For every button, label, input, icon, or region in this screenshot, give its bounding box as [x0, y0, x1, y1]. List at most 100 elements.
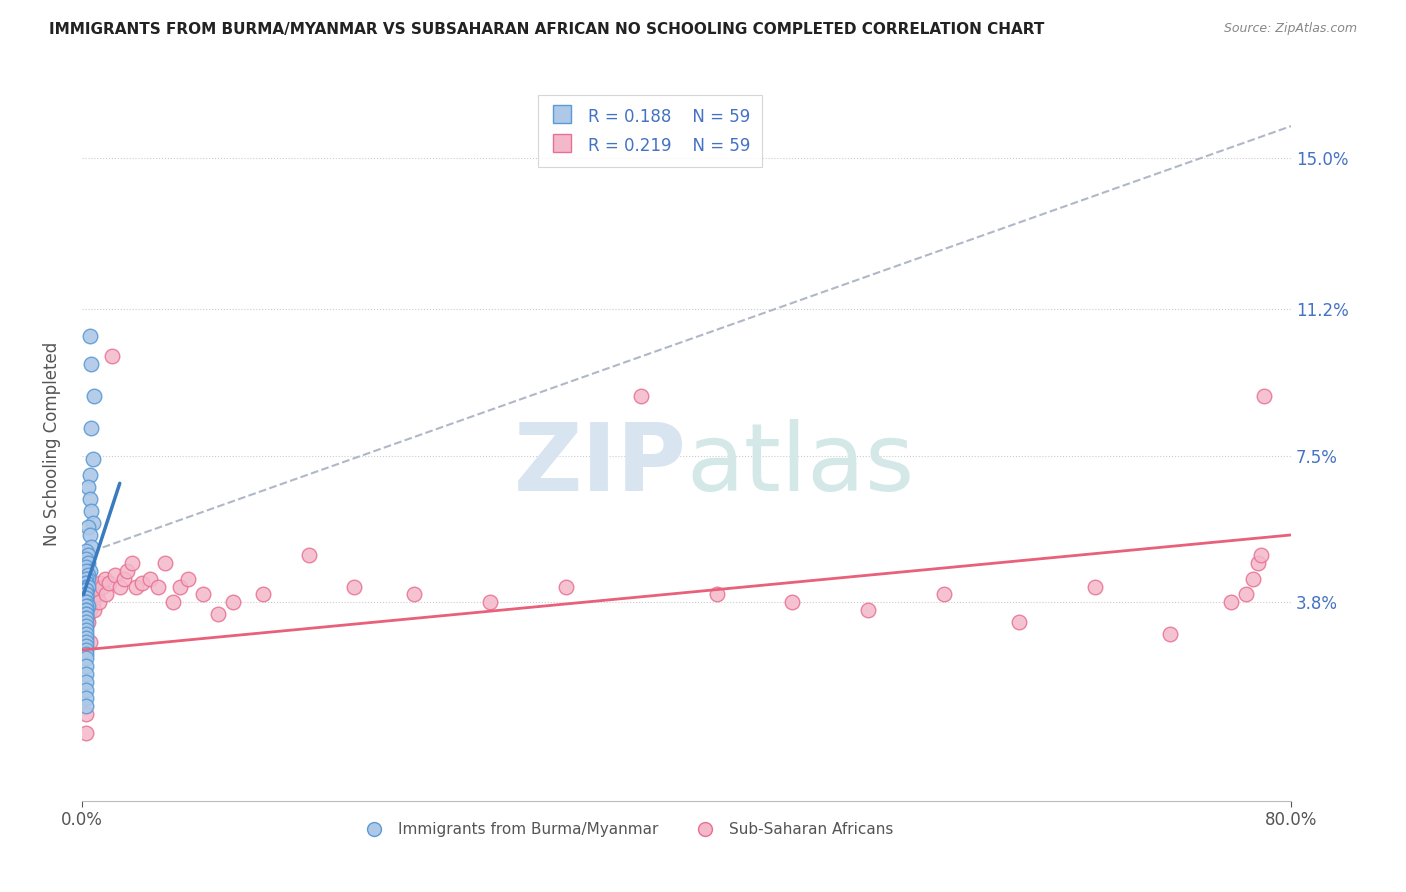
Point [76, 559, 98, 574]
Point [706, 587, 728, 601]
Point [77, 595, 100, 609]
Point [79, 564, 101, 578]
Point [76, 575, 98, 590]
Point [77, 615, 100, 630]
Point [83, 603, 105, 617]
Text: atlas: atlas [686, 419, 915, 511]
Point [343, 580, 366, 594]
Point [76, 615, 98, 630]
Point [82, 595, 104, 609]
Point [76, 627, 98, 641]
Point [77, 556, 100, 570]
Point [82, 516, 104, 530]
Point [79, 468, 101, 483]
Point [80, 504, 103, 518]
Point [76, 639, 98, 653]
Point [76, 591, 98, 606]
Point [82, 580, 104, 594]
Point [76, 603, 98, 617]
Point [77, 567, 100, 582]
Point [76, 611, 98, 625]
Point [76, 603, 98, 617]
Point [77, 480, 100, 494]
Point [76, 543, 98, 558]
Point [76, 607, 98, 622]
Point [252, 587, 274, 601]
Point [76, 635, 98, 649]
Point [76, 674, 98, 689]
Point [153, 556, 176, 570]
Point [76, 666, 98, 681]
Point [76, 623, 98, 637]
Point [77, 548, 100, 562]
Point [146, 580, 169, 594]
Point [207, 607, 229, 622]
Point [76, 682, 98, 697]
Point [177, 572, 200, 586]
Point [782, 595, 804, 609]
Point [84, 580, 107, 594]
Point [479, 595, 502, 609]
Point [117, 564, 139, 578]
Point [76, 647, 98, 661]
Point [77, 599, 100, 614]
Point [79, 329, 101, 343]
Point [76, 564, 98, 578]
Point [76, 587, 98, 601]
Point [98, 575, 121, 590]
Point [83, 389, 105, 403]
Point [77, 607, 100, 622]
Point [131, 575, 153, 590]
Point [932, 587, 955, 601]
Point [79, 603, 101, 617]
Legend: Immigrants from Burma/Myanmar, Sub-Saharan Africans: Immigrants from Burma/Myanmar, Sub-Sahar… [353, 816, 900, 843]
Point [76, 706, 98, 721]
Point [82, 452, 104, 467]
Point [94, 587, 117, 601]
Point [93, 572, 115, 586]
Point [1250, 548, 1272, 562]
Point [1159, 627, 1181, 641]
Point [77, 580, 100, 594]
Point [83, 587, 105, 601]
Y-axis label: No Schooling Completed: No Schooling Completed [44, 342, 60, 546]
Point [112, 572, 135, 586]
Point [76, 587, 98, 601]
Point [1084, 580, 1107, 594]
Point [108, 580, 131, 594]
Point [191, 587, 214, 601]
Point [76, 572, 98, 586]
Point [1241, 572, 1264, 586]
Text: ZIP: ZIP [513, 419, 686, 511]
Point [121, 556, 143, 570]
Point [76, 599, 98, 614]
Point [1247, 556, 1270, 570]
Point [169, 580, 191, 594]
Point [76, 575, 98, 590]
Point [76, 607, 98, 622]
Point [76, 659, 98, 673]
Point [1253, 389, 1275, 403]
Point [162, 595, 184, 609]
Point [79, 587, 101, 601]
Point [1219, 595, 1241, 609]
Point [79, 528, 101, 542]
Point [90, 580, 112, 594]
Point [80, 540, 103, 554]
Point [80, 587, 103, 601]
Point [76, 591, 98, 606]
Point [1008, 615, 1031, 630]
Point [101, 349, 124, 363]
Point [298, 548, 321, 562]
Text: IMMIGRANTS FROM BURMA/MYANMAR VS SUBSAHARAN AFRICAN NO SCHOOLING COMPLETED CORRE: IMMIGRANTS FROM BURMA/MYANMAR VS SUBSAHA… [49, 22, 1045, 37]
Text: Source: ZipAtlas.com: Source: ZipAtlas.com [1223, 22, 1357, 36]
Point [80, 357, 103, 371]
Point [76, 595, 98, 609]
Point [76, 726, 98, 740]
Point [554, 580, 576, 594]
Point [630, 389, 652, 403]
Point [404, 587, 426, 601]
Point [125, 580, 148, 594]
Point [76, 651, 98, 665]
Point [222, 595, 245, 609]
